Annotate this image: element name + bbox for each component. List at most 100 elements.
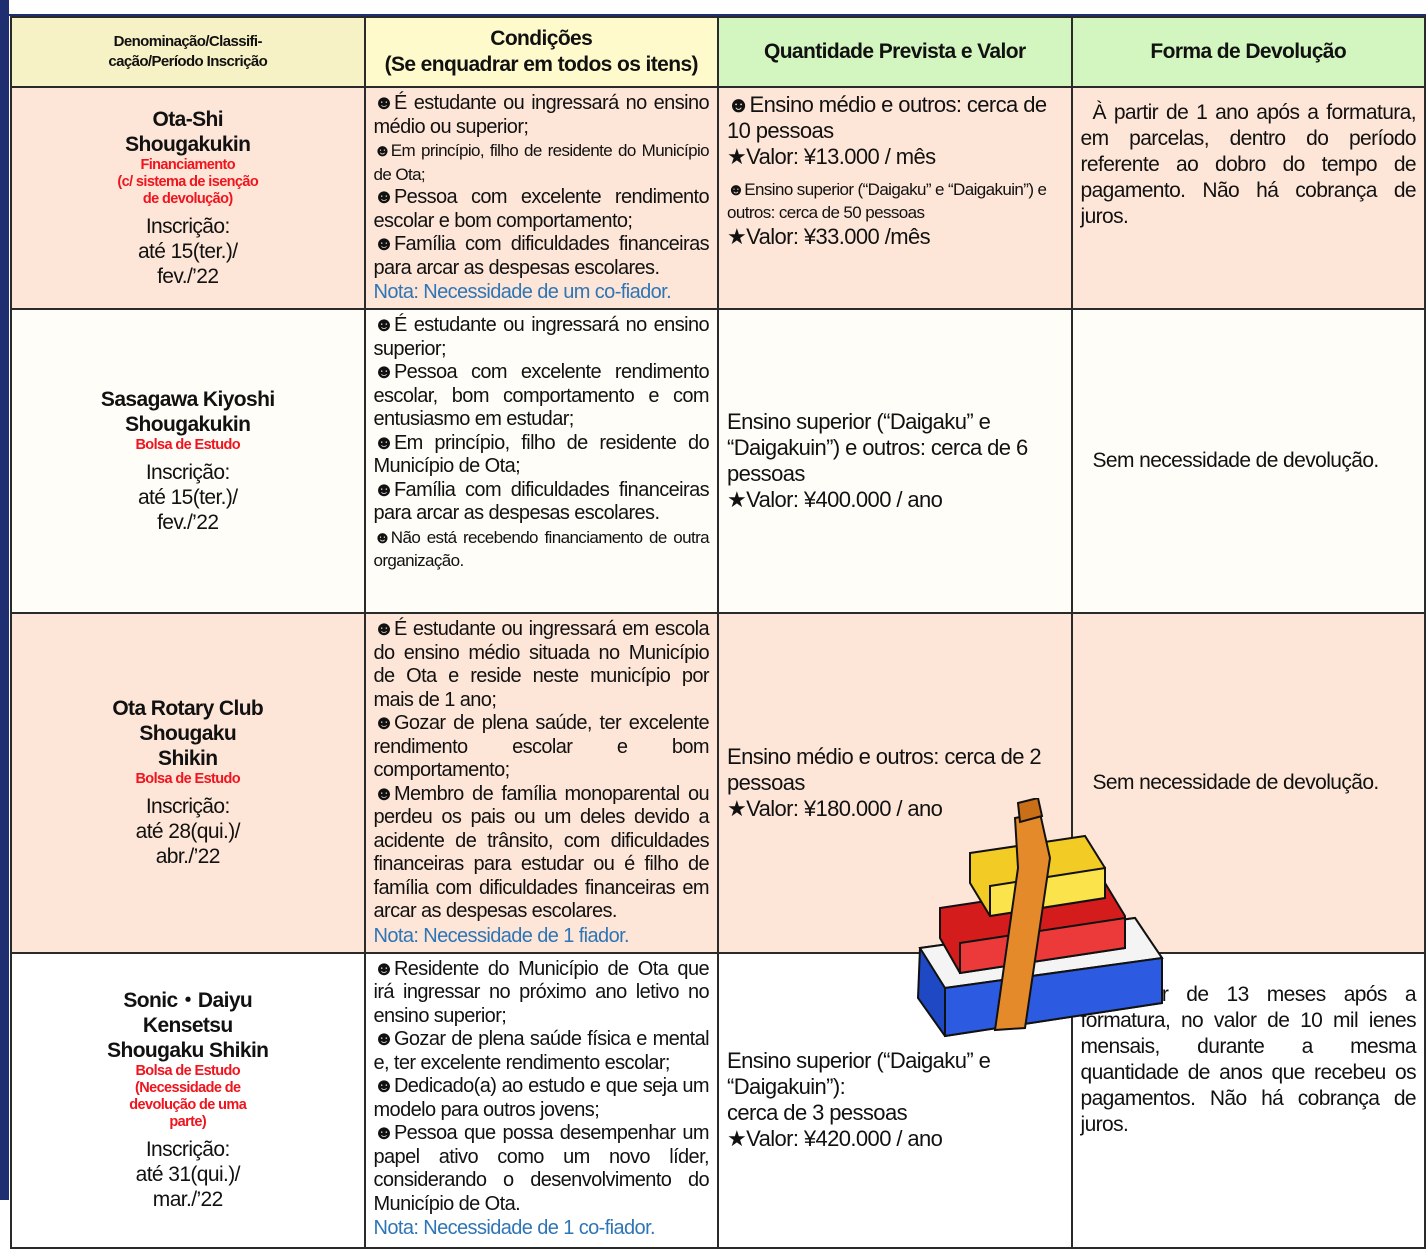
condition-item: ☻Pessoa que possa desempenhar um papel a…: [373, 1122, 710, 1215]
header-line: (Se enquadrar em todos os itens): [384, 53, 699, 76]
condition-item: ☻Dedicado(a) ao estudo e que seja um mod…: [373, 1075, 710, 1121]
table-row: Ota-Shi Shougakukin Financiamento (c/ siste…: [10, 86, 1426, 310]
inscription-line: até 28(qui.)/: [135, 820, 241, 844]
scholarship-type: (c/ sistema de isenção: [117, 174, 259, 190]
inscription-line: abr./’22: [155, 845, 221, 869]
scholarship-table: Denominação/Classifi-cação/Período Inscr…: [10, 16, 1426, 1249]
inscription: Inscrição: até 15(ter.)/fev./’22: [20, 214, 356, 289]
header-cell: Quantidade Prevista e Valor: [717, 16, 1073, 88]
inscription: Inscrição: até 15(ter.)/fev./’22: [20, 460, 356, 535]
quantity-item: cerca de 3 pessoas: [727, 1100, 908, 1125]
table-row: Sasagawa Kiyoshi Shougakukin Bolsa de Estu…: [10, 308, 1426, 614]
conditions-cell: ☻Residente do Município de Ota que irá i…: [363, 951, 719, 1249]
conditions-cell: ☻É estudante ou ingressará no ensino méd…: [363, 86, 719, 310]
conditions-cell: ☻É estudante ou ingressará no ensino sup…: [363, 308, 719, 614]
return-cell: À partir de 1 ano após a formatura, em p…: [1070, 86, 1426, 310]
scholarship-type: Bolsa de Estudo: [135, 1063, 241, 1079]
quantity-item: Ensino médio e outros: cerca de 2 pessoa…: [727, 743, 1042, 795]
name-cell: Ota Rotary Club Shougaku Shikin Bolsa de Es…: [10, 612, 366, 954]
return-text: À partir de 13 meses após a formatura, n…: [1080, 982, 1417, 1136]
table-row: Sonic・Daiyu Kensetsu Shougaku Shikin Bolsa …: [10, 951, 1426, 1249]
inscription-line: fev./’22: [157, 511, 219, 534]
condition-item: ☻Membro de família monoparental ou perde…: [373, 782, 710, 923]
condition-item: ☻Pessoa com excelente rendimento escolar…: [373, 186, 710, 232]
scholarship-name: Sasagawa Kiyoshi: [100, 388, 275, 411]
scholarship-name: Ota Rotary Club: [112, 697, 264, 721]
conditions-cell: ☻É estudante ou ingressará em escola do …: [363, 612, 719, 954]
quantity-item: ★Valor: ¥33.000 /mês: [727, 224, 931, 249]
condition-item: ☻É estudante ou ingressará em escola do …: [373, 618, 710, 711]
quantity-cell: Ensino superior (“Daigaku” e “Daigakuin”…: [717, 308, 1073, 614]
quantity-item: Ensino superior (“Daigaku” e “Daigakuin”…: [727, 1048, 991, 1099]
inscription: Inscrição: até 31(qui.)/mar./’22: [20, 1137, 356, 1212]
return-text: Sem necessidade de devolução.: [1092, 770, 1380, 794]
inscription-line: até 15(ter.)/: [137, 240, 238, 263]
quantity-cell: Ensino superior (“Daigaku” e “Daigakuin”…: [717, 951, 1073, 1249]
condition-item: ☻Gozar de plena saúde física e mental e,…: [373, 1028, 710, 1074]
condition-item: ☻Não está recebendo financiamento de out…: [373, 527, 710, 571]
quantity-item: Ensino superior (“Daigaku” e “Daigakuin”…: [727, 409, 1028, 486]
scholarship-type: Bolsa de Estudo: [135, 771, 241, 788]
condition-item: ☻Família com dificuldades financeiras pa…: [373, 233, 710, 279]
inscription-line: Inscrição:: [145, 795, 230, 819]
scholarship-name: Shougakukin: [125, 133, 251, 156]
inscription-line: até 15(ter.)/: [137, 486, 238, 509]
return-text: Sem necessidade de devolução.: [1092, 449, 1380, 472]
scholarship-name: Ota-Shi: [152, 108, 224, 131]
page-frame: [0, 0, 9, 1200]
name-cell: Ota-Shi Shougakukin Financiamento (c/ siste…: [10, 86, 366, 310]
note: Nota: Necessidade de 1 co-fiador.: [373, 1217, 656, 1239]
quantity-item: ★Valor: ¥180.000 / ano: [727, 795, 943, 821]
condition-item: ☻Em princípio, filho de residente do Mun…: [373, 141, 710, 184]
return-cell: À partir de 13 meses após a formatura, n…: [1070, 951, 1426, 1249]
scholarship-type: Financiamento: [140, 157, 236, 173]
name-cell: Sasagawa Kiyoshi Shougakukin Bolsa de Estu…: [10, 308, 366, 614]
header-line: cação/Período Inscrição: [108, 53, 268, 70]
return-cell: Sem necessidade de devolução.: [1070, 612, 1426, 954]
header-cell: Denominação/Classifi-cação/Período Inscr…: [10, 16, 366, 88]
scholarship-type: devolução de uma: [129, 1097, 247, 1113]
quantity-item: ★Valor: ¥13.000 / mês: [727, 144, 936, 169]
scholarship-type: Bolsa de Estudo: [135, 437, 241, 453]
quantity-item: ★Valor: ¥420.000 / ano: [727, 1126, 943, 1151]
inscription-line: Inscrição:: [145, 215, 230, 238]
header-line: Denominação/Classifi-: [113, 33, 263, 50]
scholarship-name: Shikin: [158, 747, 218, 771]
name-cell: Sonic・Daiyu Kensetsu Shougaku Shikin Bolsa …: [10, 951, 366, 1249]
scholarship-name: Sonic・Daiyu: [123, 989, 253, 1012]
inscription-line: até 31(qui.)/: [135, 1163, 241, 1186]
scholarship-name: Shougakukin: [125, 413, 251, 436]
header-line: Condições: [490, 27, 593, 50]
top-line: [9, 14, 1426, 16]
note: Nota: Necessidade de 1 fiador.: [373, 924, 630, 947]
header-cell: Forma de Devolução: [1070, 16, 1426, 88]
condition-item: ☻É estudante ou ingressará no ensino méd…: [373, 92, 710, 138]
quantity-item: ☻Ensino superior (“Daigaku” e “Daigakuin…: [727, 180, 1047, 222]
scholarship-name: Shougaku: [139, 722, 237, 746]
condition-item: ☻Família com dificuldades financeiras pa…: [373, 478, 710, 525]
quantity-cell: Ensino médio e outros: cerca de 2 pessoa…: [717, 612, 1073, 954]
condition-item: ☻Pessoa com excelente rendimento escolar…: [373, 361, 710, 430]
inscription: Inscrição: até 28(qui.)/abr./’22: [20, 794, 356, 869]
scholarship-name: Kensetsu: [142, 1014, 233, 1037]
condition-item: ☻É estudante ou ingressará no ensino sup…: [373, 314, 710, 360]
quantity-item: ★Valor: ¥400.000 / ano: [727, 487, 943, 512]
header-row: Denominação/Classifi-cação/Período Inscr…: [10, 16, 1426, 88]
header-cell: Condições (Se enquadrar em todos os itens…: [363, 16, 719, 88]
inscription-line: fev./’22: [157, 265, 219, 288]
note: Nota: Necessidade de um co-fiador.: [373, 281, 672, 303]
books-illustration: [916, 798, 1164, 1038]
return-cell: Sem necessidade de devolução.: [1070, 308, 1426, 614]
inscription-line: Inscrição:: [145, 461, 230, 484]
condition-item: ☻Gozar de plena saúde, ter excelente ren…: [373, 712, 710, 781]
condition-item: ☻Em princípio, filho de residente do Mun…: [373, 431, 710, 478]
quantity-item: ☻Ensino médio e outros: cerca de 10 pess…: [727, 92, 1047, 143]
condition-item: ☻Residente do Município de Ota que irá i…: [373, 957, 710, 1027]
return-text: À partir de 1 ano após a formatura, em p…: [1080, 101, 1417, 228]
scholarship-name: Shougaku Shikin: [107, 1039, 269, 1062]
scholarship-type: (Necessidade de: [135, 1080, 241, 1096]
inscription-line: Inscrição:: [145, 1138, 230, 1161]
quantity-cell: ☻Ensino médio e outros: cerca de 10 pess…: [717, 86, 1073, 310]
scholarship-type: de devolução): [142, 191, 233, 207]
table-row: Ota Rotary Club Shougaku Shikin Bolsa de Es…: [10, 612, 1426, 954]
